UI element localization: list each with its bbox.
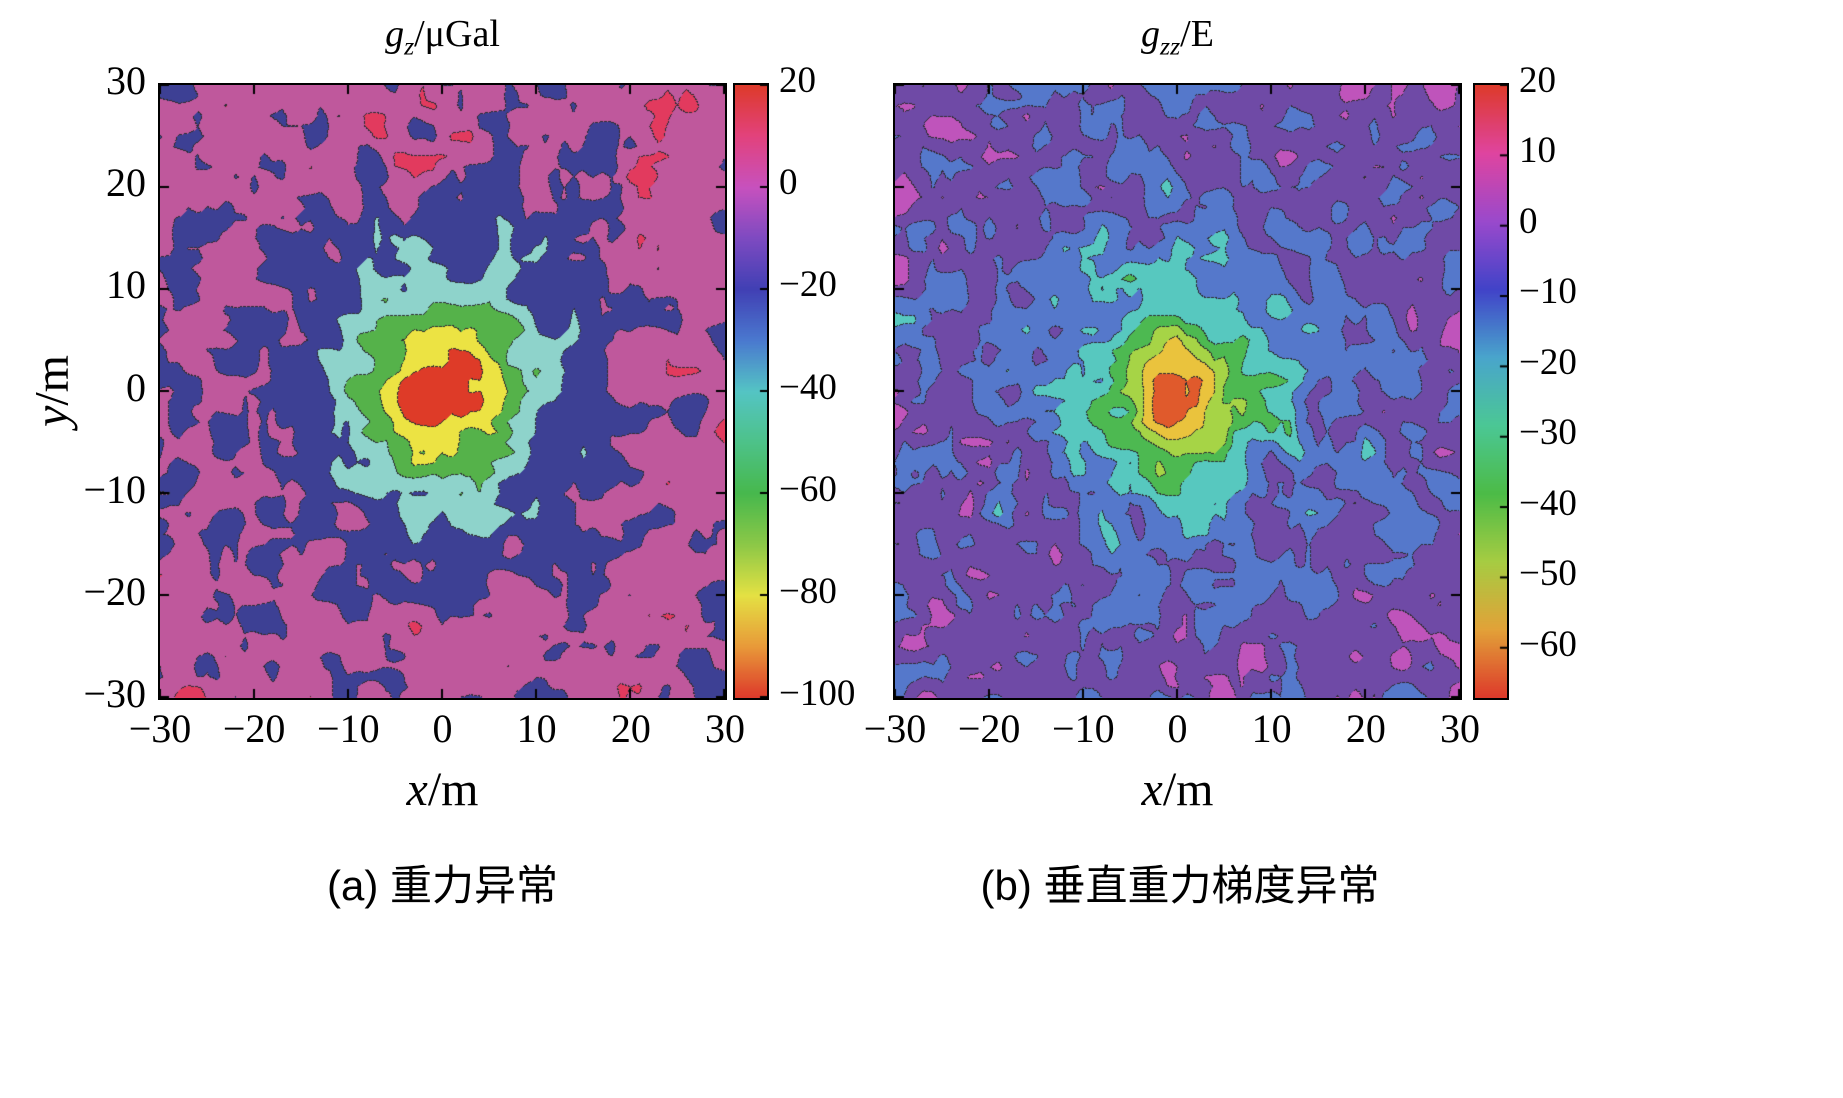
x-tick-label: 20 bbox=[610, 706, 651, 751]
colorbar-tick-label: −20 bbox=[779, 264, 837, 306]
x-axis-symbol: x bbox=[1141, 763, 1163, 816]
y-tick-label: 20 bbox=[106, 160, 146, 206]
colorbar-tick-label: −30 bbox=[1519, 412, 1577, 454]
title-symbol: g bbox=[385, 13, 405, 55]
colorbar-gz bbox=[733, 83, 769, 700]
colorbar-tick-label: 10 bbox=[1519, 130, 1556, 172]
colorbar-tick-label: −40 bbox=[1519, 482, 1577, 524]
x-tick-label: −20 bbox=[222, 706, 286, 751]
x-tick-label: 10 bbox=[516, 706, 557, 751]
contour-map-gz bbox=[158, 83, 727, 700]
y-tick-label: −10 bbox=[83, 466, 146, 512]
x-axis-label-gzz: x/m bbox=[895, 762, 1460, 817]
x-tick-label: −30 bbox=[863, 706, 927, 751]
plot-title-gz: gz/μGal bbox=[160, 12, 725, 62]
x-tick-label: −20 bbox=[957, 706, 1021, 751]
x-axis-unit: /m bbox=[1162, 763, 1214, 816]
x-tick-label: −30 bbox=[128, 706, 192, 751]
colorbar-tick-label: −20 bbox=[1519, 341, 1577, 383]
colorbar-gzz bbox=[1473, 83, 1509, 700]
colorbar-tick-label: −50 bbox=[1519, 553, 1577, 595]
colorbar-tick-label: 0 bbox=[1519, 200, 1538, 242]
y-tick-label: 0 bbox=[126, 364, 146, 410]
colorbar-tick-label: −60 bbox=[779, 468, 837, 510]
y-tick-label: 10 bbox=[106, 262, 146, 308]
y-tick-label: −20 bbox=[83, 568, 146, 614]
x-axis-symbol: x bbox=[406, 763, 428, 816]
x-tick-label: 20 bbox=[1345, 706, 1386, 751]
x-tick-label: 30 bbox=[705, 706, 745, 751]
title-unit: /E bbox=[1180, 13, 1214, 55]
title-symbol: g bbox=[1141, 13, 1161, 55]
x-tick-label: −10 bbox=[1052, 706, 1115, 751]
caption-b: (b) 垂直重力梯度异常 bbox=[980, 862, 1380, 909]
colorbar-tick-label: −60 bbox=[1519, 623, 1577, 665]
x-tick-label: 30 bbox=[1440, 706, 1480, 751]
colorbar-tick-label: 0 bbox=[779, 162, 798, 204]
y-axis-symbol: y bbox=[25, 405, 79, 427]
title-subscript: z bbox=[404, 31, 415, 61]
colorbar-tick-label: 20 bbox=[1519, 60, 1556, 101]
title-subscript: zz bbox=[1160, 31, 1181, 61]
x-tick-label: −10 bbox=[317, 706, 380, 751]
colorbar-tick-label: −100 bbox=[779, 673, 856, 714]
colorbar-tick-label: 20 bbox=[779, 60, 816, 101]
x-tick-label: 0 bbox=[1167, 706, 1188, 751]
colorbar-tick-label: −40 bbox=[779, 366, 837, 408]
contour-map-gzz bbox=[893, 83, 1462, 700]
caption-a: (a) 重力异常 bbox=[326, 862, 558, 909]
x-tick-label: 10 bbox=[1251, 706, 1292, 751]
x-axis-unit: /m bbox=[427, 763, 479, 816]
x-axis-label-gz: x/m bbox=[160, 762, 725, 817]
colorbar-tick-label: −80 bbox=[779, 570, 837, 612]
colorbar-tick-label: −10 bbox=[1519, 271, 1577, 313]
y-tick-label: 30 bbox=[106, 58, 146, 103]
plot-title-gzz: gzz/E bbox=[895, 12, 1460, 62]
title-unit: /μGal bbox=[414, 13, 500, 55]
x-tick-label: 0 bbox=[432, 706, 453, 751]
y-tick-label: −30 bbox=[83, 671, 146, 716]
